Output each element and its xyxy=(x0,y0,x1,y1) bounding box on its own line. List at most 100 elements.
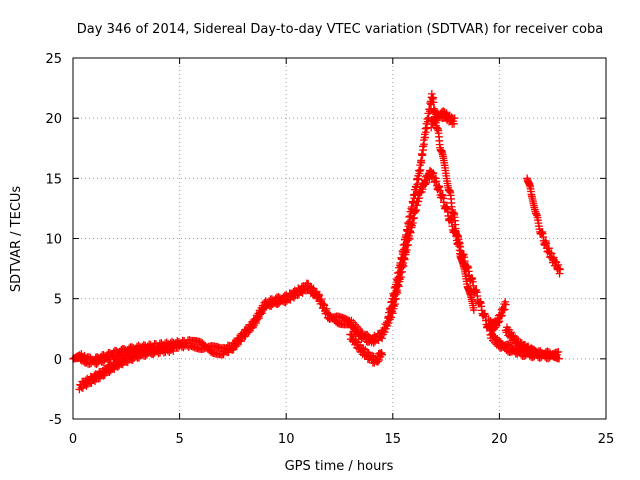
data-point xyxy=(495,317,504,326)
data-point xyxy=(420,140,428,149)
data-point xyxy=(395,268,404,276)
data-point xyxy=(416,166,425,174)
data-point xyxy=(498,311,506,320)
x-tick-label: 5 xyxy=(175,432,183,447)
data-point xyxy=(241,332,250,340)
data-point xyxy=(207,348,215,356)
data-point xyxy=(255,314,263,323)
data-point xyxy=(94,374,103,383)
data-point xyxy=(497,312,505,321)
data-point xyxy=(258,309,266,318)
data-point xyxy=(429,98,438,107)
data-point xyxy=(553,350,561,359)
data-point xyxy=(388,298,397,307)
data-point xyxy=(409,199,418,207)
data-point xyxy=(168,342,177,351)
data-point xyxy=(369,339,378,347)
series-upper-branch xyxy=(384,89,478,321)
series-spike-20 xyxy=(484,297,510,334)
data-point xyxy=(554,348,563,356)
data-point xyxy=(421,133,429,142)
x-tick-label: 25 xyxy=(598,432,615,447)
data-point xyxy=(501,300,510,309)
data-point xyxy=(375,356,384,364)
data-point xyxy=(427,123,436,132)
data-point xyxy=(169,347,178,355)
data-point xyxy=(392,283,401,292)
data-point xyxy=(186,341,195,350)
y-tick-label: 20 xyxy=(45,112,62,127)
data-point xyxy=(556,265,565,274)
y-tick-label: 10 xyxy=(45,233,62,248)
grid-layer xyxy=(73,58,606,419)
data-point xyxy=(383,322,392,330)
y-tick-label: -5 xyxy=(49,413,62,428)
data-point xyxy=(378,334,386,343)
x-axis-label: GPS time / hours xyxy=(285,459,394,474)
series-late-decay xyxy=(501,323,561,361)
data-point xyxy=(237,337,245,346)
data-point xyxy=(113,363,122,371)
data-point xyxy=(333,319,342,327)
data-point xyxy=(447,113,456,122)
data-point xyxy=(378,350,386,359)
data-point xyxy=(229,345,238,354)
plot-frame xyxy=(72,57,607,420)
data-point xyxy=(432,116,441,125)
data-point xyxy=(385,312,394,321)
series-upper-tail xyxy=(427,107,459,132)
data-point xyxy=(414,175,423,183)
ticks-layer: 0 5 10 15 20 25 -5 0 5 10 15 20 25 xyxy=(45,52,614,447)
data-point xyxy=(398,255,406,264)
series-lower-branch xyxy=(75,341,178,394)
data-point xyxy=(450,114,459,123)
marks-layer xyxy=(69,89,565,394)
series-dip-14 xyxy=(346,330,386,367)
series-late-segment xyxy=(523,174,565,278)
data-point xyxy=(396,262,405,270)
data-point xyxy=(185,336,194,344)
data-point xyxy=(252,319,260,327)
data-point xyxy=(421,180,430,189)
data-point xyxy=(403,227,412,236)
data-point xyxy=(363,348,372,356)
data-point xyxy=(411,190,420,199)
data-point xyxy=(92,360,101,368)
data-point xyxy=(141,352,150,360)
data-point xyxy=(417,158,426,167)
data-point xyxy=(261,304,269,313)
data-point xyxy=(393,276,402,285)
data-point xyxy=(494,318,503,327)
y-tick-label: 15 xyxy=(45,172,62,187)
x-tick-label: 20 xyxy=(491,432,508,447)
data-point xyxy=(324,310,333,318)
data-point xyxy=(401,240,410,248)
data-point xyxy=(424,113,433,122)
y-tick-label: 25 xyxy=(45,52,62,67)
data-point xyxy=(391,289,399,297)
data-point xyxy=(402,234,411,242)
data-point xyxy=(342,315,351,324)
data-point xyxy=(408,206,416,214)
data-point xyxy=(418,150,427,159)
x-tick-label: 10 xyxy=(278,432,295,447)
x-tick-label: 0 xyxy=(69,432,77,447)
y-tick-label: 5 xyxy=(54,293,62,308)
data-point xyxy=(341,314,350,323)
data-point xyxy=(469,306,478,314)
data-point xyxy=(407,212,415,220)
data-point xyxy=(422,179,431,187)
data-point xyxy=(495,337,504,345)
y-axis-label: SDTVAR / TECUs xyxy=(9,186,24,293)
x-tick-label: 15 xyxy=(385,432,402,447)
data-point xyxy=(412,183,421,192)
chart-title: Day 346 of 2014, Sidereal Day-to-day VTE… xyxy=(77,22,603,37)
data-point xyxy=(89,376,98,384)
data-point xyxy=(380,328,389,336)
data-point xyxy=(108,352,117,361)
y-tick-label: 0 xyxy=(54,353,62,368)
series-main xyxy=(69,166,563,368)
data-point xyxy=(132,352,141,361)
data-point xyxy=(399,248,408,256)
